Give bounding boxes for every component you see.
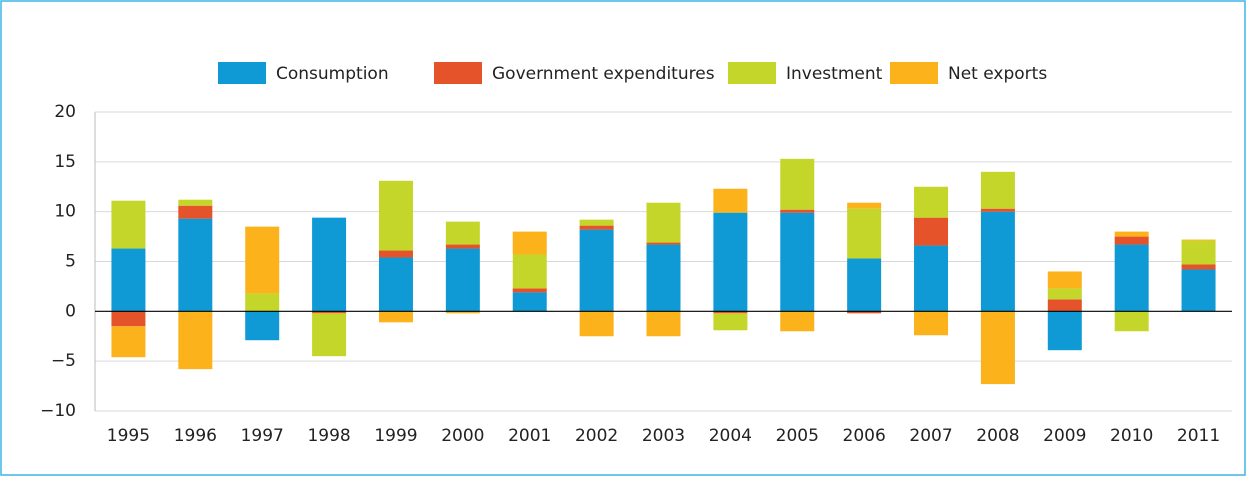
bar-segment — [1114, 311, 1149, 332]
bar-segment — [847, 258, 882, 312]
bar-segment — [579, 229, 614, 312]
y-tick-label: 5 — [65, 252, 76, 272]
bar-segment — [713, 188, 748, 213]
bar-segment — [312, 311, 347, 314]
bar-segment — [445, 248, 480, 312]
y-tick-label: 20 — [54, 102, 76, 122]
bar-segment — [512, 292, 547, 312]
legend-swatch — [434, 62, 482, 84]
bar-segment — [1047, 311, 1082, 351]
bar-segment — [713, 313, 748, 331]
bar-segment — [178, 311, 213, 370]
bar-segment — [1181, 264, 1216, 270]
x-tick-label: 2009 — [1043, 426, 1086, 446]
x-tick-label: 2005 — [776, 426, 819, 446]
bar-segment — [111, 326, 146, 358]
bar-segment — [1047, 288, 1082, 300]
bar-segment — [980, 208, 1015, 212]
bar-segment — [1181, 240, 1216, 265]
bar-segment — [713, 311, 748, 314]
y-tick-label: −5 — [51, 351, 76, 371]
bar-segment — [312, 313, 347, 357]
bar-segment — [914, 311, 949, 336]
x-tick-label: 2008 — [976, 426, 1019, 446]
bar-segment — [646, 242, 681, 245]
bar-segment — [980, 171, 1015, 209]
x-tick-label: 1998 — [307, 426, 350, 446]
bar-segment — [1181, 269, 1216, 312]
bar-segment — [1114, 236, 1149, 245]
bar-segment — [378, 180, 413, 251]
bar-segment — [178, 218, 213, 312]
bar-segment — [1047, 299, 1082, 312]
legend-swatch — [218, 62, 266, 84]
bar-segment — [646, 311, 681, 337]
bar-segment — [780, 158, 815, 210]
bar-segment — [312, 217, 347, 312]
bar-segment — [579, 225, 614, 230]
bar-segment — [579, 219, 614, 226]
bar-segment — [378, 311, 413, 323]
bar-segment — [178, 205, 213, 219]
x-tick-label: 2000 — [441, 426, 484, 446]
x-tick-label: 1997 — [241, 426, 284, 446]
bar-segment — [1181, 239, 1216, 241]
legend-label: Net exports — [948, 64, 1047, 84]
legend-label: Investment — [786, 64, 883, 84]
legend-swatch — [890, 62, 938, 84]
bar-segment — [914, 217, 949, 246]
legend-swatch — [728, 62, 776, 84]
y-tick-label: 15 — [54, 152, 76, 172]
bar-segment — [914, 245, 949, 312]
bar-segment — [111, 200, 146, 249]
bar-segment — [178, 199, 213, 206]
bar-segment — [1047, 271, 1082, 289]
bar-segment — [378, 250, 413, 258]
bar-segment — [378, 257, 413, 312]
y-tick-label: −10 — [40, 401, 76, 421]
bar-segment — [512, 288, 547, 293]
x-tick-label: 2001 — [508, 426, 551, 446]
bar-segment — [1114, 231, 1149, 237]
bar-segment — [245, 293, 280, 312]
bar-segment — [713, 212, 748, 312]
bar-segment — [445, 244, 480, 249]
bar-segment — [780, 212, 815, 312]
bar-segment — [245, 226, 280, 294]
x-tick-label: 2007 — [909, 426, 952, 446]
bar-segment — [445, 221, 480, 245]
bar-segment — [111, 248, 146, 312]
bar-segment — [646, 244, 681, 312]
x-tick-label: 2004 — [709, 426, 752, 446]
y-tick-label: 10 — [54, 202, 76, 222]
x-tick-label: 1995 — [107, 426, 150, 446]
bar-segment — [847, 311, 882, 314]
x-tick-label: 2011 — [1177, 426, 1220, 446]
bar-segment — [512, 231, 547, 255]
bar-segment — [847, 208, 882, 259]
bar-segment — [980, 311, 1015, 385]
bar-segment — [579, 311, 614, 337]
x-tick-label: 1999 — [374, 426, 417, 446]
bar-segment — [512, 254, 547, 289]
bar-segment — [646, 202, 681, 243]
bar-segment — [847, 202, 882, 209]
x-tick-label: 1996 — [174, 426, 217, 446]
legend-label: Government expenditures — [492, 64, 715, 84]
bar-segment — [980, 211, 1015, 312]
bar-segment — [1114, 244, 1149, 312]
y-tick-label: 0 — [65, 301, 76, 321]
legend-label: Consumption — [276, 64, 389, 84]
bar-segment — [245, 311, 280, 341]
bar-segment — [914, 186, 949, 218]
x-tick-label: 2006 — [843, 426, 886, 446]
x-tick-label: 2003 — [642, 426, 685, 446]
bar-segment — [780, 209, 815, 213]
bar-segment — [445, 311, 480, 314]
bar-segment — [780, 311, 815, 332]
x-tick-label: 2002 — [575, 426, 618, 446]
bar-segment — [111, 311, 146, 327]
x-tick-label: 2010 — [1110, 426, 1153, 446]
